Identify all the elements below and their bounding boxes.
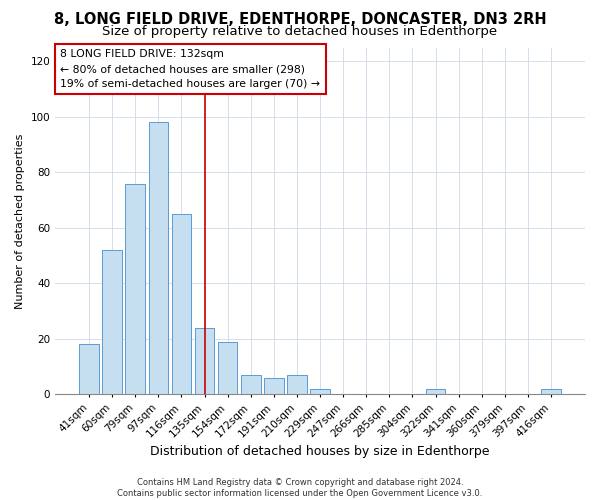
Text: Contains HM Land Registry data © Crown copyright and database right 2024.
Contai: Contains HM Land Registry data © Crown c… <box>118 478 482 498</box>
Bar <box>287 375 307 394</box>
Text: Size of property relative to detached houses in Edenthorpe: Size of property relative to detached ho… <box>103 25 497 38</box>
Text: 8, LONG FIELD DRIVE, EDENTHORPE, DONCASTER, DN3 2RH: 8, LONG FIELD DRIVE, EDENTHORPE, DONCAST… <box>53 12 547 28</box>
Bar <box>426 389 445 394</box>
Bar <box>310 389 330 394</box>
Bar <box>149 122 168 394</box>
Bar <box>79 344 99 395</box>
Bar <box>218 342 238 394</box>
Bar <box>541 389 561 394</box>
Y-axis label: Number of detached properties: Number of detached properties <box>15 134 25 308</box>
Bar <box>172 214 191 394</box>
Bar <box>195 328 214 394</box>
Bar <box>103 250 122 394</box>
Bar <box>241 375 260 394</box>
Bar <box>264 378 284 394</box>
Text: 8 LONG FIELD DRIVE: 132sqm
← 80% of detached houses are smaller (298)
19% of sem: 8 LONG FIELD DRIVE: 132sqm ← 80% of deta… <box>61 49 320 89</box>
X-axis label: Distribution of detached houses by size in Edenthorpe: Distribution of detached houses by size … <box>151 444 490 458</box>
Bar <box>125 184 145 394</box>
